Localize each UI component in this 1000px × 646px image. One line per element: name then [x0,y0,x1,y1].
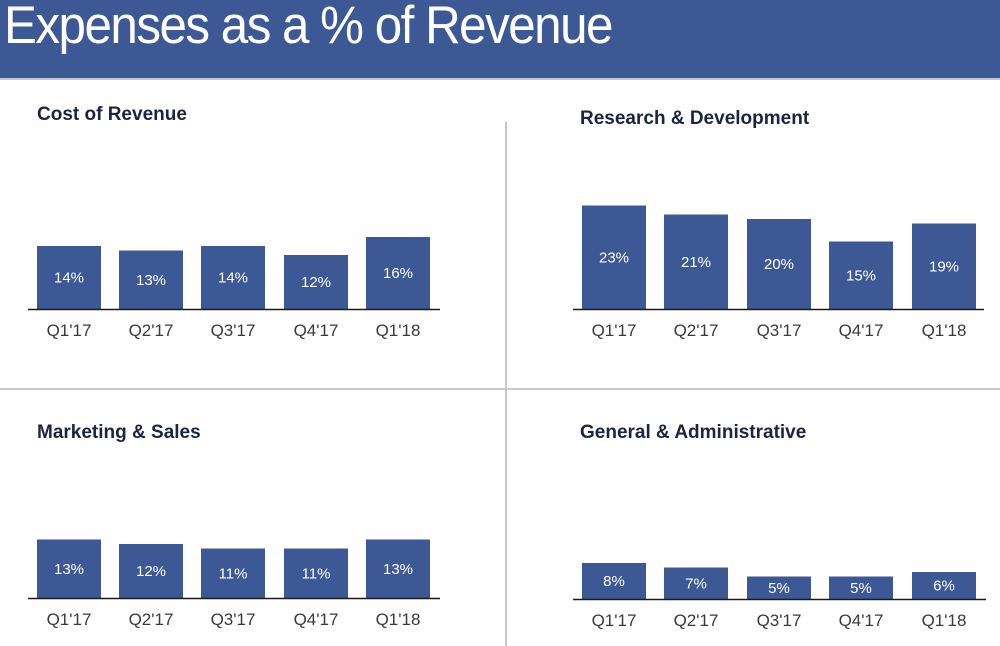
category-label-marketing-sales-1: Q2'17 [129,610,174,629]
category-label-general-administrative-0: Q1'17 [592,611,637,630]
value-label-general-administrative-3: 5% [850,580,872,597]
value-label-general-administrative-0: 8% [603,573,625,590]
chart-general-administrative: 8% Q1'17 7% Q2'17 5% Q3'17 5% Q4'17 6% Q1'18 [573,563,986,630]
bar-cost-of-revenue-2 [201,246,265,309]
chart-marketing-sales: 13% Q1'17 12% Q2'17 11% Q3'17 11% Q4'17 13% Q1'18 [28,539,440,629]
value-label-general-administrative-1: 7% [685,575,707,592]
category-label-cost-of-revenue-2: Q3'17 [211,321,256,340]
vertical-divider [505,122,507,646]
bar-marketing-sales-3 [284,548,348,598]
chart-title-general-administrative: General & Administrative [580,422,807,443]
category-label-marketing-sales-2: Q3'17 [211,610,256,629]
value-label-cost-of-revenue-4: 16% [383,265,413,282]
value-label-cost-of-revenue-0: 14% [54,270,84,287]
category-label-cost-of-revenue-1: Q2'17 [129,321,174,340]
category-label-research-development-2: Q3'17 [757,321,802,340]
bar-marketing-sales-0 [37,539,101,598]
value-label-marketing-sales-3: 11% [302,565,331,582]
category-label-research-development-4: Q1'18 [922,321,967,340]
bar-research-development-3 [829,241,893,309]
value-label-cost-of-revenue-1: 13% [136,272,166,289]
value-label-general-administrative-2: 5% [768,580,790,597]
chart-research-development: 23% Q1'17 21% Q2'17 20% Q3'17 15% Q4'17 19% Q1'18 [573,205,984,340]
bar-general-administrative-1 [664,567,728,599]
value-label-research-development-4: 19% [929,258,959,275]
category-label-general-administrative-1: Q2'17 [674,611,719,630]
bar-research-development-0 [582,205,646,309]
page-title: Expenses as a % of Revenue [4,0,613,55]
bar-research-development-2 [747,219,811,309]
chart-title-research-development: Research & Development [580,108,810,129]
horizontal-divider [0,388,1000,390]
category-label-marketing-sales-4: Q1'18 [376,610,421,629]
bar-general-administrative-0 [582,563,646,599]
bar-research-development-1 [664,214,728,309]
value-label-general-administrative-4: 6% [933,578,955,595]
value-label-research-development-1: 21% [681,254,711,271]
bar-research-development-4 [912,223,976,309]
value-label-research-development-3: 15% [846,267,876,284]
category-label-cost-of-revenue-4: Q1'18 [376,321,421,340]
category-label-research-development-1: Q2'17 [674,321,719,340]
bar-cost-of-revenue-0 [37,246,101,309]
value-label-marketing-sales-2: 11% [219,565,248,582]
category-label-general-administrative-2: Q3'17 [757,611,802,630]
value-label-research-development-2: 20% [764,256,794,273]
bar-marketing-sales-1 [119,544,183,598]
category-label-cost-of-revenue-3: Q4'17 [294,321,339,340]
bar-general-administrative-2 [747,576,811,599]
bar-marketing-sales-4 [366,539,430,598]
header-band: Expenses as a % of Revenue [0,0,1000,80]
value-label-cost-of-revenue-2: 14% [218,270,248,287]
chart-title-cost-of-revenue: Cost of Revenue [37,104,187,125]
bar-marketing-sales-2 [201,548,265,598]
value-label-marketing-sales-1: 12% [136,563,166,580]
value-label-marketing-sales-4: 13% [383,561,413,578]
chart-cost-of-revenue: 14% Q1'17 13% Q2'17 14% Q3'17 12% Q4'17 16% Q1'18 [28,237,440,340]
bar-cost-of-revenue-1 [119,250,183,309]
value-label-cost-of-revenue-3: 12% [301,274,331,291]
category-label-research-development-3: Q4'17 [839,321,884,340]
category-label-general-administrative-3: Q4'17 [839,611,884,630]
bar-general-administrative-4 [912,572,976,599]
chart-title-marketing-sales: Marketing & Sales [37,422,201,443]
bar-cost-of-revenue-4 [366,237,430,309]
value-label-marketing-sales-0: 13% [54,561,84,578]
category-label-cost-of-revenue-0: Q1'17 [47,321,92,340]
bar-cost-of-revenue-3 [284,255,348,309]
value-label-research-development-0: 23% [599,249,629,266]
category-label-research-development-0: Q1'17 [592,321,637,340]
category-label-marketing-sales-3: Q4'17 [294,610,339,629]
category-label-general-administrative-4: Q1'18 [922,611,967,630]
category-label-marketing-sales-0: Q1'17 [47,610,92,629]
bar-general-administrative-3 [829,576,893,599]
